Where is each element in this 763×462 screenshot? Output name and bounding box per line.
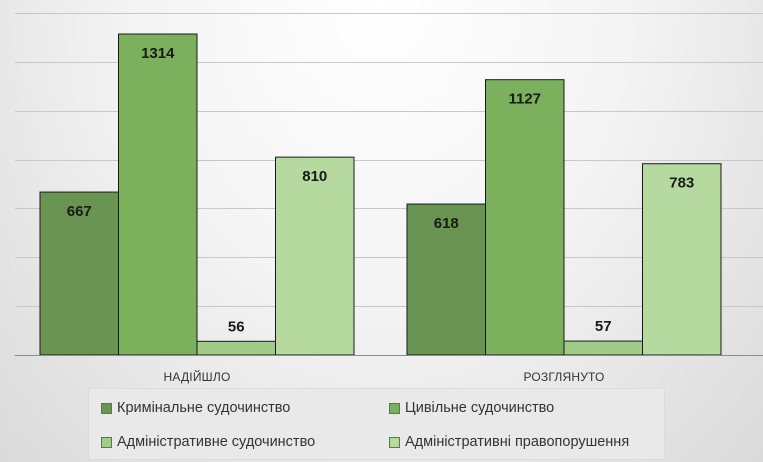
bar <box>563 340 643 356</box>
legend-label-offenses: Адміністративні правопорушення <box>405 434 630 450</box>
data-label: 1314 <box>141 45 175 62</box>
data-label: 667 <box>67 203 92 220</box>
legend-item-administrative: Адміністративне судочинство <box>101 434 315 450</box>
legend-item-civil: Цивільне судочинство <box>389 400 554 416</box>
data-label: 810 <box>302 168 327 185</box>
data-label: 783 <box>669 175 694 192</box>
legend: Кримінальне судочинство Цивільне судочин… <box>88 388 665 460</box>
data-label: 56 <box>228 318 245 335</box>
legend-item-criminal: Кримінальне судочинство <box>101 400 290 416</box>
legend-item-offenses: Адміністративні правопорушення <box>389 434 629 450</box>
legend-swatch-administrative <box>101 436 112 448</box>
legend-swatch-civil <box>389 402 400 414</box>
legend-label-criminal: Кримінальне судочинство <box>117 400 291 416</box>
data-label: 57 <box>595 318 612 335</box>
legend-swatch-criminal <box>101 402 112 414</box>
legend-label-administrative: Адміністративне судочинство <box>117 434 316 450</box>
bar <box>196 340 276 356</box>
legend-label-civil: Цивільне судочинство <box>405 400 555 416</box>
bar <box>485 79 565 356</box>
category-label: РОЗГЛЯНУТО <box>523 370 604 384</box>
bar-chart-plot: 667 1314 56 810 НАДІЙШЛО 618 1127 57 783 РОЗГЛЯНУ… <box>15 13 763 384</box>
bar <box>275 156 355 356</box>
category-label: НАДІЙШЛО <box>164 369 231 384</box>
data-label: 1127 <box>508 91 541 108</box>
bar <box>642 163 722 356</box>
data-label: 618 <box>434 215 459 232</box>
legend-swatch-offenses <box>389 436 400 448</box>
bar <box>406 203 486 356</box>
bar <box>118 33 198 356</box>
